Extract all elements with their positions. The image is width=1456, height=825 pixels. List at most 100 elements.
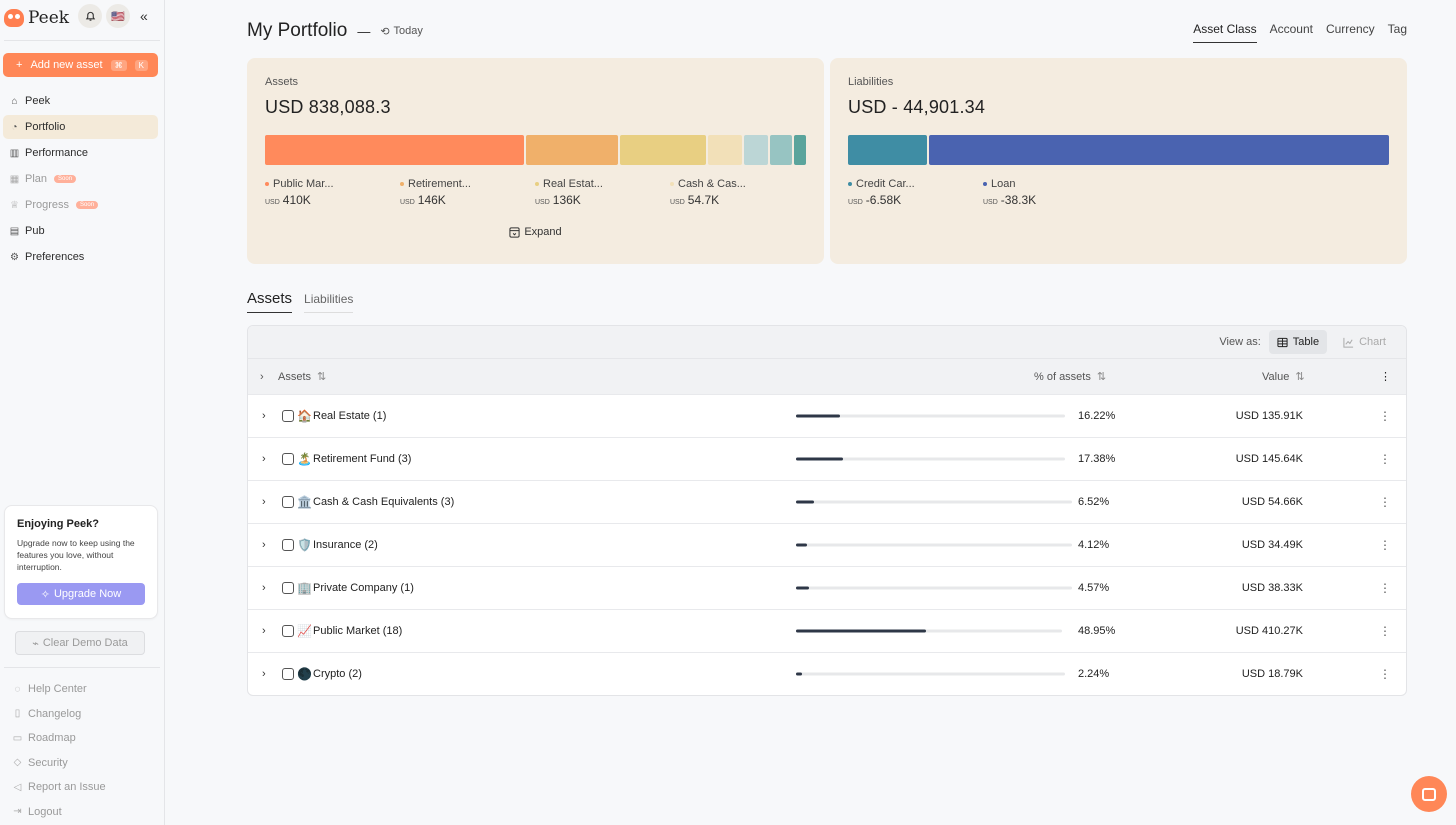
tab-asset-class[interactable]: Asset Class bbox=[1193, 22, 1257, 43]
assets-segment[interactable] bbox=[619, 135, 706, 165]
row-menu-icon[interactable]: ⋮ bbox=[1379, 409, 1391, 423]
row-menu-icon[interactable]: ⋮ bbox=[1379, 624, 1391, 638]
sparkle-icon: ✧ bbox=[40, 588, 50, 601]
footer-item-label: Changelog bbox=[28, 707, 82, 720]
legend-name: Credit Car... bbox=[848, 178, 983, 190]
table-row[interactable]: › 🛡️ Insurance (2) 4.12% USD 34.49K ⋮ bbox=[248, 523, 1406, 566]
table-row[interactable]: › 🏠 Real Estate (1) 16.22% USD 135.91K ⋮ bbox=[248, 394, 1406, 437]
row-checkbox[interactable] bbox=[282, 625, 294, 637]
tab-account[interactable]: Account bbox=[1269, 22, 1313, 36]
tab-assets[interactable]: Assets bbox=[247, 290, 293, 313]
percent-bar-track bbox=[796, 629, 1062, 633]
footer-item-roadmap[interactable]: ▭ Roadmap bbox=[12, 726, 106, 751]
percent-bar-track bbox=[796, 672, 1065, 676]
sidebar-item-preferences[interactable]: ⚙ Preferences bbox=[3, 245, 158, 269]
expand-row-icon[interactable]: › bbox=[262, 453, 266, 465]
legend-item[interactable]: Real Estat... USD 136K bbox=[535, 178, 670, 207]
row-menu-icon[interactable]: ⋮ bbox=[1379, 495, 1391, 509]
sidebar-item-portfolio[interactable]: ◔ Portfolio bbox=[3, 115, 158, 139]
row-menu-icon[interactable]: ⋮ bbox=[1379, 667, 1391, 681]
liabilities-segment[interactable] bbox=[848, 135, 928, 165]
legend-item[interactable]: Cash & Cas... USD 54.7K bbox=[670, 178, 805, 207]
table-row[interactable]: › 📈 Public Market (18) 48.95% USD 410.27K ⋮ bbox=[248, 609, 1406, 652]
bell-icon[interactable] bbox=[78, 4, 102, 28]
column-menu-icon[interactable]: ⋮ bbox=[1380, 371, 1391, 383]
row-percent: 2.24% bbox=[1078, 668, 1110, 680]
footer-item-report-an-issue[interactable]: ◁ Report an Issue bbox=[12, 775, 106, 800]
footer-item-logout[interactable]: ⇥ Logout bbox=[12, 800, 106, 825]
legend-item[interactable]: Retirement... USD 146K bbox=[400, 178, 535, 207]
column-percent[interactable]: % of assets ⇅ bbox=[1034, 370, 1106, 384]
view-table-button[interactable]: Table bbox=[1268, 330, 1328, 354]
row-percent: 6.52% bbox=[1078, 496, 1110, 508]
sidebar-item-pub[interactable]: ▤ Pub bbox=[3, 219, 158, 243]
sidebar-item-label: Progress bbox=[25, 199, 70, 211]
legend-label: Credit Car... bbox=[856, 178, 915, 190]
expand-row-icon[interactable]: › bbox=[262, 582, 266, 594]
row-menu-icon[interactable]: ⋮ bbox=[1379, 452, 1391, 466]
footer-item-changelog[interactable]: ▯ Changelog bbox=[12, 702, 106, 727]
assets-segment[interactable] bbox=[770, 135, 793, 165]
percent-bar-fill bbox=[796, 500, 814, 504]
legend-item[interactable]: Public Mar... USD 410K bbox=[265, 178, 400, 207]
table-row[interactable]: › 🏛️ Cash & Cash Equivalents (3) 6.52% USD 5… bbox=[248, 480, 1406, 523]
expand-row-icon[interactable]: › bbox=[262, 496, 266, 508]
expand-row-icon[interactable]: › bbox=[262, 668, 266, 680]
legend-item[interactable]: Credit Car... USD -6.58K bbox=[848, 178, 983, 207]
sidebar-item-label: Portfolio bbox=[25, 121, 66, 133]
date-selector[interactable]: ⟲ Today bbox=[380, 25, 423, 38]
assets-segment[interactable] bbox=[794, 135, 806, 165]
footer-item-security[interactable]: ◇ Security bbox=[12, 751, 106, 776]
view-chart-button[interactable]: Chart bbox=[1335, 330, 1394, 354]
row-checkbox[interactable] bbox=[282, 668, 294, 680]
column-value[interactable]: Value ⇅ bbox=[1262, 370, 1305, 384]
row-checkbox[interactable] bbox=[282, 539, 294, 551]
table-row[interactable]: › 🏢 Private Company (1) 4.57% USD 38.33K ⋮ bbox=[248, 566, 1406, 609]
chat-support-button[interactable] bbox=[1411, 776, 1447, 812]
upgrade-promo-card: Enjoying Peek? Upgrade now to keep using… bbox=[4, 505, 158, 619]
column-assets[interactable]: Assets ⇅ bbox=[278, 370, 326, 384]
assets-segment[interactable] bbox=[525, 135, 618, 165]
percent-bar-fill bbox=[796, 414, 840, 418]
row-checkbox[interactable] bbox=[282, 410, 294, 422]
sidebar-nav: ⌂ Peek ◔ Portfolio ▥ Performance ▦ Plan Soon ♕ Pro… bbox=[3, 89, 158, 271]
row-checkbox[interactable] bbox=[282, 453, 294, 465]
row-menu-icon[interactable]: ⋮ bbox=[1379, 581, 1391, 595]
sidebar-item-peek[interactable]: ⌂ Peek bbox=[3, 89, 158, 113]
collapse-sidebar-icon[interactable]: « bbox=[140, 8, 148, 24]
expand-row-icon[interactable]: › bbox=[262, 539, 266, 551]
tab-currency[interactable]: Currency bbox=[1325, 22, 1375, 36]
sidebar-item-performance[interactable]: ▥ Performance bbox=[3, 141, 158, 165]
assets-segment[interactable] bbox=[265, 135, 524, 165]
table-row[interactable]: › 🏝️ Retirement Fund (3) 17.38% USD 145.64K ⋮ bbox=[248, 437, 1406, 480]
sidebar-item-progress[interactable]: ♕ Progress Soon bbox=[3, 193, 158, 217]
upgrade-now-button[interactable]: ✧ Upgrade Now bbox=[17, 583, 145, 605]
table-row[interactable]: › 🌑 Crypto (2) 2.24% USD 18.79K ⋮ bbox=[248, 652, 1406, 695]
legend-item[interactable]: Loan USD -38.3K bbox=[983, 178, 1118, 207]
expand-row-icon[interactable]: › bbox=[262, 410, 266, 422]
footer-item-help-center[interactable]: ◌ Help Center bbox=[12, 677, 106, 702]
expand-row-icon[interactable]: › bbox=[262, 625, 266, 637]
tab-liabilities[interactable]: Liabilities bbox=[304, 290, 354, 313]
history-icon: ⟲ bbox=[380, 25, 390, 38]
us-flag-icon[interactable]: 🇺🇸 bbox=[106, 4, 130, 28]
clear-demo-data-button[interactable]: ⌁ Clear Demo Data bbox=[15, 631, 145, 655]
row-name: Crypto (2) bbox=[313, 668, 362, 680]
add-new-asset-button[interactable]: + Add new asset ⌘ K bbox=[3, 53, 158, 77]
promo-title: Enjoying Peek? bbox=[17, 518, 99, 530]
expand-all-icon[interactable]: › bbox=[260, 370, 264, 383]
tab-tag[interactable]: Tag bbox=[1387, 22, 1407, 36]
liabilities-total: USD - 44,901.34 bbox=[848, 97, 986, 117]
percent-bar-fill bbox=[796, 586, 809, 590]
assets-segment[interactable] bbox=[744, 135, 769, 165]
row-checkbox[interactable] bbox=[282, 582, 294, 594]
logo[interactable]: Peek bbox=[4, 8, 69, 28]
assets-segment[interactable] bbox=[707, 135, 743, 165]
liabilities-segment[interactable] bbox=[929, 135, 1389, 165]
megaphone-icon: ◁ bbox=[13, 781, 22, 793]
expand-button[interactable]: Expand bbox=[247, 226, 824, 238]
sidebar-item-plan[interactable]: ▦ Plan Soon bbox=[3, 167, 158, 191]
row-checkbox[interactable] bbox=[282, 496, 294, 508]
row-menu-icon[interactable]: ⋮ bbox=[1379, 538, 1391, 552]
logo-row: Peek bbox=[0, 0, 164, 36]
